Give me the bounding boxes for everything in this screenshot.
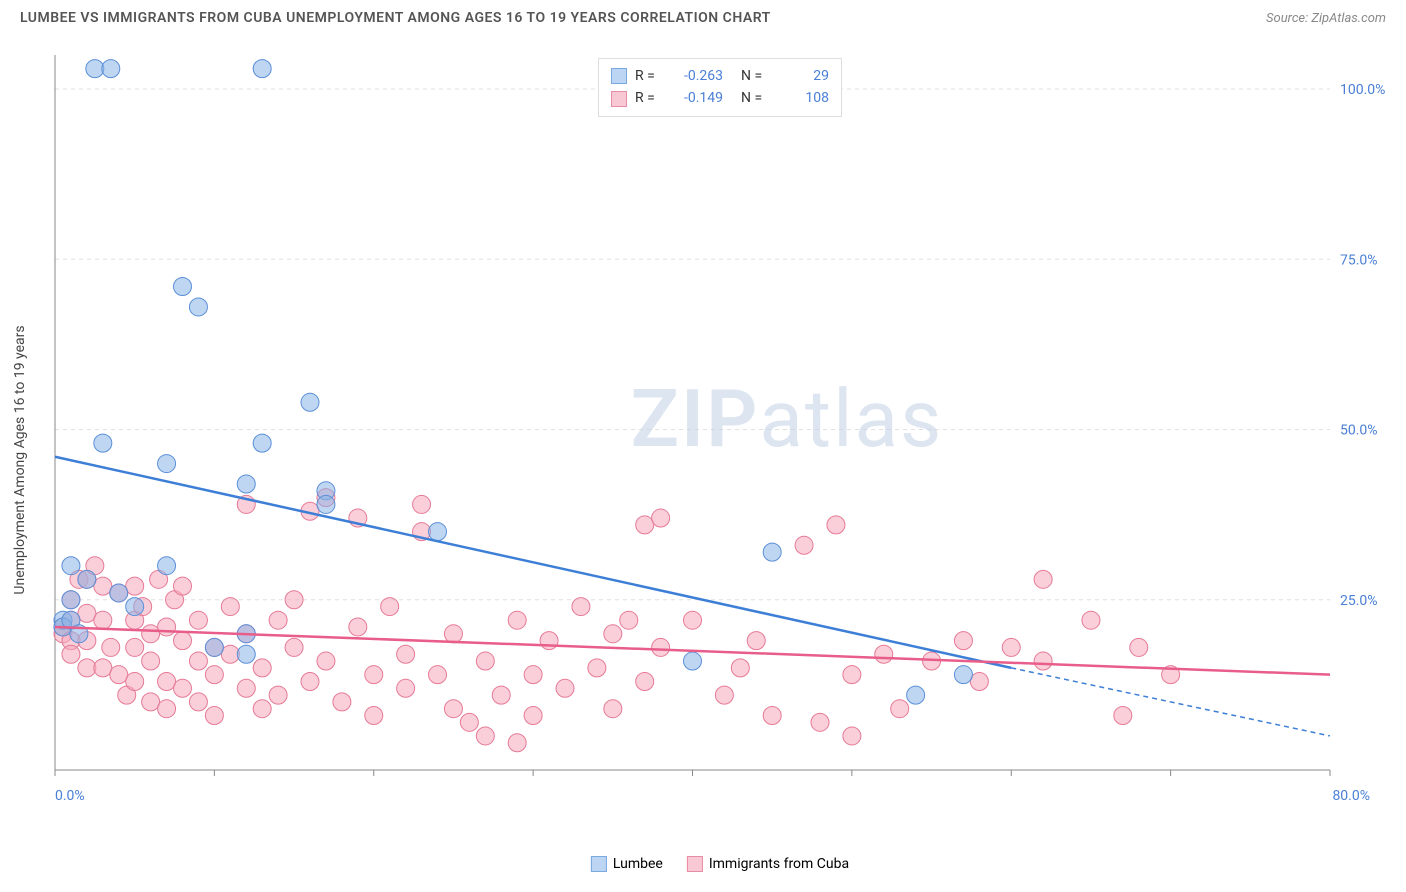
svg-text:100.0%: 100.0% <box>1340 82 1385 98</box>
legend-r-value: -0.149 <box>673 87 723 109</box>
legend-stat-row: R = -0.263 N = 29 <box>611 65 829 87</box>
legend-swatch <box>687 856 703 872</box>
legend-stats: R = -0.263 N = 29 R = -0.149 N = 108 <box>598 58 842 117</box>
legend-swatch <box>611 68 627 84</box>
title-bar: LUMBEE VS IMMIGRANTS FROM CUBA UNEMPLOYM… <box>0 0 1406 36</box>
svg-text:0.0%: 0.0% <box>55 788 85 804</box>
legend-r-label: R = <box>635 65 665 87</box>
legend-n-value: 29 <box>779 65 829 87</box>
legend-n-label: N = <box>741 65 771 87</box>
y-axis-label: Unemployment Among Ages 16 to 19 years <box>12 325 28 594</box>
legend-series-item: Lumbee <box>591 856 663 872</box>
svg-text:80.0%: 80.0% <box>1332 788 1370 804</box>
legend-series-label: Lumbee <box>613 856 663 872</box>
chart-title: LUMBEE VS IMMIGRANTS FROM CUBA UNEMPLOYM… <box>20 10 771 26</box>
legend-series-item: Immigrants from Cuba <box>687 856 849 872</box>
legend-series: Lumbee Immigrants from Cuba <box>591 856 849 872</box>
chart-container: Unemployment Among Ages 16 to 19 years Z… <box>50 50 1390 870</box>
legend-n-label: N = <box>741 87 771 109</box>
legend-r-value: -0.263 <box>673 65 723 87</box>
svg-text:50.0%: 50.0% <box>1340 423 1378 439</box>
legend-n-value: 108 <box>779 87 829 109</box>
svg-text:25.0%: 25.0% <box>1340 593 1378 609</box>
svg-text:75.0%: 75.0% <box>1340 252 1378 268</box>
source-label: Source: ZipAtlas.com <box>1266 11 1386 26</box>
legend-r-label: R = <box>635 87 665 109</box>
scatter-plot: 25.0% 50.0% 75.0% 100.0% 0.0% 80.0% <box>50 50 1390 870</box>
legend-series-label: Immigrants from Cuba <box>709 856 849 872</box>
legend-swatch <box>591 856 607 872</box>
legend-swatch <box>611 91 627 107</box>
legend-stat-row: R = -0.149 N = 108 <box>611 87 829 109</box>
